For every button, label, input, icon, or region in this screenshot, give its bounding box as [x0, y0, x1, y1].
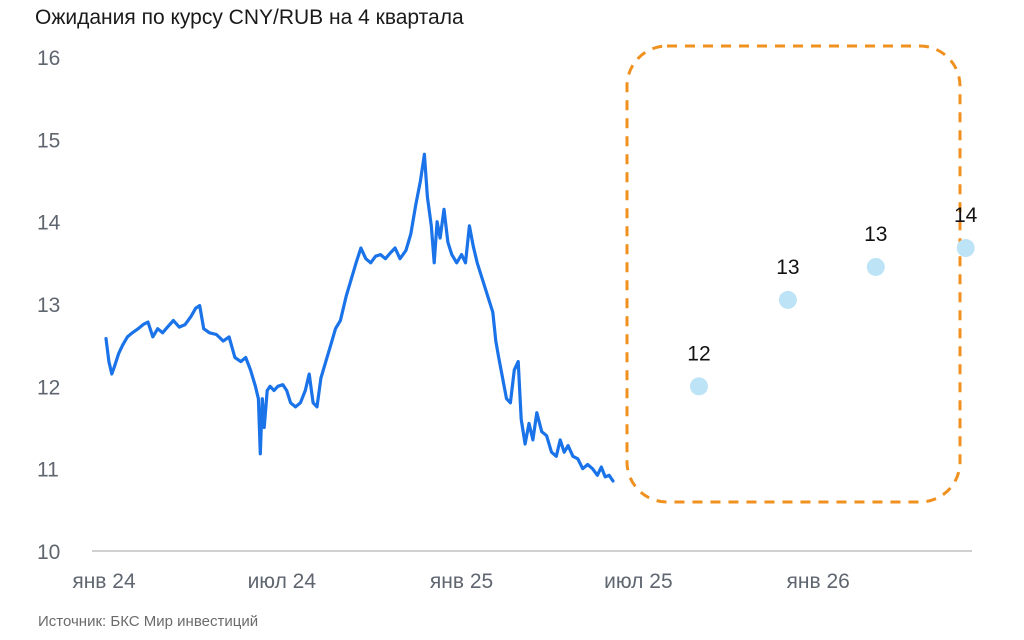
y-tick-label: 12 [37, 376, 60, 399]
forecast-value-label: 12 [687, 342, 710, 365]
x-tick-label: янв 24 [72, 570, 136, 593]
forecast-point [956, 239, 975, 258]
source-note: Источник: БКС Мир инвестиций [38, 613, 259, 630]
forecast-point [689, 377, 708, 396]
x-tick-label: янв 25 [430, 570, 493, 593]
forecast-point [866, 257, 885, 276]
y-tick-label: 13 [37, 294, 60, 317]
y-tick-label: 10 [37, 541, 60, 564]
x-tick-label: июл 24 [248, 570, 317, 593]
chart-title: Ожидания по курсу CNY/RUB на 4 квартала [35, 6, 464, 29]
y-axis-ticks: 10 11 12 13 14 15 16 [37, 47, 61, 564]
x-axis-ticks: янв 24 июл 24 янв 25 июл 25 янв 26 [72, 570, 849, 593]
y-tick-label: 15 [37, 129, 60, 152]
forecast-points: 12 13 13 14 [687, 204, 978, 396]
forecast-point [778, 290, 797, 309]
x-tick-label: янв 26 [787, 570, 850, 593]
forecast-value-label: 13 [864, 223, 887, 246]
forecast-value-label: 14 [954, 204, 978, 227]
y-tick-label: 16 [37, 47, 60, 70]
y-tick-label: 14 [37, 212, 61, 235]
historical-series-line [104, 152, 615, 483]
y-tick-label: 11 [37, 459, 59, 482]
forecast-box [625, 44, 962, 504]
forecast-value-label: 13 [776, 256, 799, 279]
x-tick-label: июл 25 [604, 570, 672, 593]
